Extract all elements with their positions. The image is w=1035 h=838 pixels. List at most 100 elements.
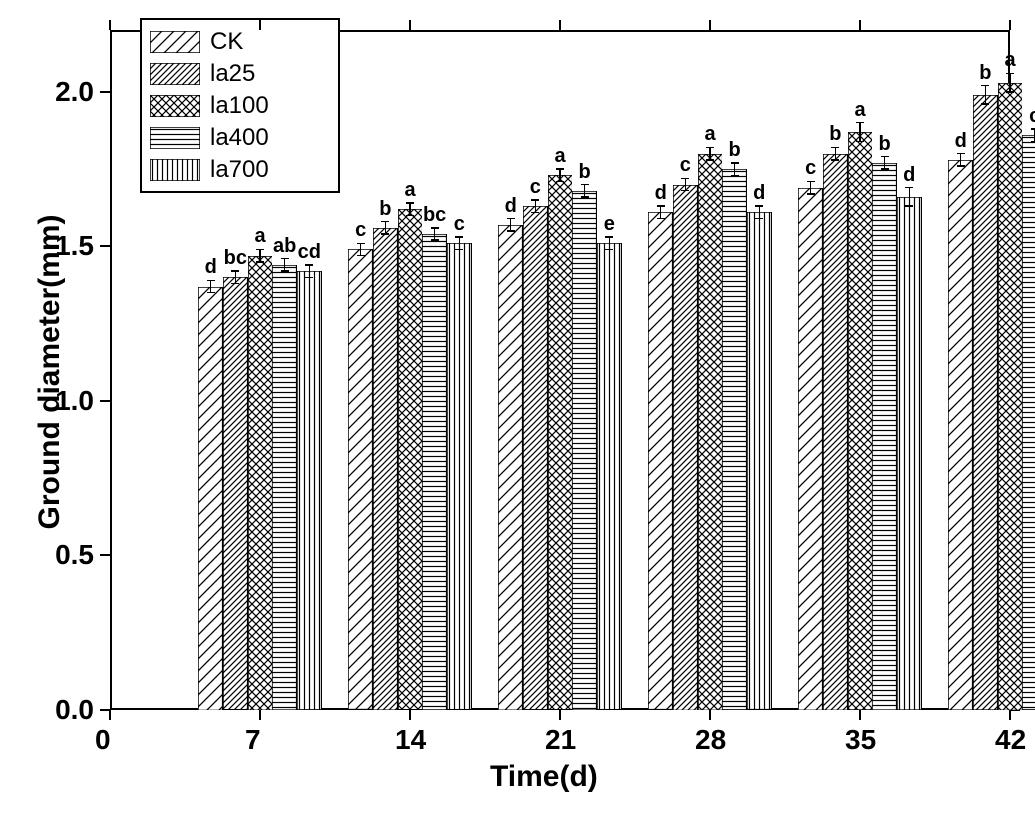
error-cap <box>706 159 714 161</box>
error-cap <box>305 277 313 279</box>
x-tick <box>409 20 411 30</box>
error-cap <box>957 153 965 155</box>
error-cap <box>581 184 589 186</box>
legend-label: la700 <box>210 156 269 184</box>
significance-label: cd <box>291 241 327 264</box>
error-bar <box>309 265 311 277</box>
error-cap <box>981 85 989 87</box>
y-tick-label: 1.5 <box>55 230 94 262</box>
bar <box>897 197 922 710</box>
bar <box>447 243 472 710</box>
error-cap <box>957 165 965 167</box>
bar <box>198 287 223 710</box>
error-bar <box>960 154 962 166</box>
y-tick <box>100 91 110 93</box>
error-bar <box>210 280 212 292</box>
error-cap <box>681 178 689 180</box>
error-cap <box>1006 73 1014 75</box>
error-bar <box>409 203 411 215</box>
error-cap <box>731 175 739 177</box>
error-cap <box>1006 91 1014 93</box>
error-cap <box>807 193 815 195</box>
error-cap <box>856 141 864 143</box>
legend-item: la100 <box>150 92 269 120</box>
significance-label: d <box>741 182 777 205</box>
significance-label: b <box>567 161 603 184</box>
significance-label: c <box>1017 105 1035 128</box>
error-bar <box>859 123 861 142</box>
error-bar <box>584 185 586 197</box>
error-bar <box>434 228 436 240</box>
x-tick-label: 42 <box>995 724 1026 756</box>
error-bar <box>709 147 711 159</box>
error-bar <box>609 237 611 249</box>
legend-item: CK <box>150 28 243 56</box>
x-tick <box>259 710 261 720</box>
significance-label: a <box>842 99 878 122</box>
error-cap <box>531 212 539 214</box>
x-tick-label: 21 <box>545 724 576 756</box>
error-cap <box>357 243 365 245</box>
bar <box>948 160 973 710</box>
legend-item: la700 <box>150 156 269 184</box>
significance-label: a <box>992 49 1028 72</box>
y-tick-label: 0.5 <box>55 539 94 571</box>
error-cap <box>357 255 365 257</box>
error-cap <box>455 249 463 251</box>
x-tick <box>709 20 711 30</box>
x-tick <box>709 710 711 720</box>
x-tick-label: 0 <box>95 724 111 756</box>
error-cap <box>406 202 414 204</box>
y-tick-label: 2.0 <box>55 76 94 108</box>
legend-label: la400 <box>210 124 269 152</box>
error-bar <box>259 249 261 261</box>
legend-swatch <box>150 159 200 181</box>
error-cap <box>455 236 463 238</box>
y-tick-label: 0.0 <box>55 694 94 726</box>
error-bar <box>660 206 662 218</box>
x-axis-label: Time(d) <box>490 760 598 794</box>
bar <box>998 83 1023 710</box>
legend-swatch <box>150 63 200 85</box>
bar <box>648 212 673 710</box>
error-bar <box>685 178 687 190</box>
legend-swatch <box>150 95 200 117</box>
bar <box>297 271 322 710</box>
error-cap <box>207 280 215 282</box>
bar <box>1022 135 1035 710</box>
error-bar <box>884 157 886 169</box>
bar <box>398 209 423 710</box>
error-cap <box>431 239 439 241</box>
error-cap <box>381 233 389 235</box>
error-cap <box>681 190 689 192</box>
bar <box>373 228 398 710</box>
x-tick <box>1009 710 1011 720</box>
bar <box>223 277 248 710</box>
legend-label: la100 <box>210 92 269 120</box>
error-cap <box>731 162 739 164</box>
error-bar <box>810 181 812 193</box>
error-cap <box>207 292 215 294</box>
error-cap <box>305 264 313 266</box>
y-tick <box>100 554 110 556</box>
error-cap <box>605 236 613 238</box>
error-cap <box>807 181 815 183</box>
significance-label: a <box>392 179 428 202</box>
x-tick <box>109 20 111 30</box>
error-cap <box>755 205 763 207</box>
x-tick <box>409 710 411 720</box>
error-cap <box>1031 128 1035 130</box>
error-cap <box>981 103 989 105</box>
error-cap <box>406 215 414 217</box>
error-cap <box>881 168 889 170</box>
error-cap <box>507 218 515 220</box>
bar <box>548 175 573 710</box>
error-bar <box>909 188 911 207</box>
error-bar <box>235 271 237 283</box>
error-cap <box>856 122 864 124</box>
x-tick <box>859 20 861 30</box>
bar <box>572 191 597 710</box>
legend-swatch <box>150 31 200 53</box>
bar <box>823 154 848 710</box>
bar <box>673 185 698 710</box>
